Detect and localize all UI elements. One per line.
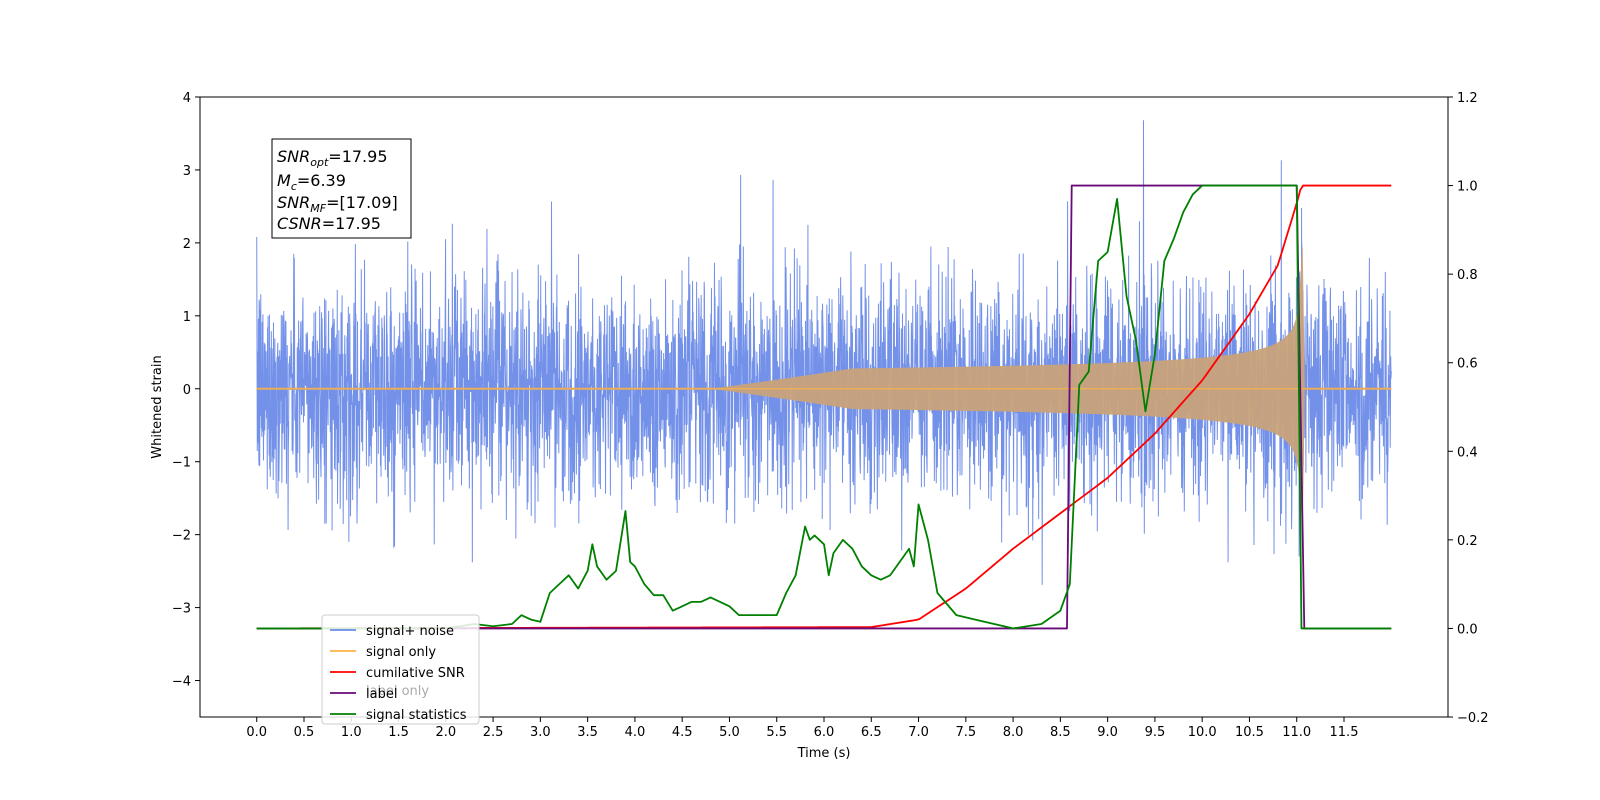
x-tick-label: 5.0 — [719, 725, 740, 740]
legend-ghost-label: label only — [366, 684, 429, 699]
y-tick-label: 4 — [183, 91, 191, 106]
y2-tick-label: 0.2 — [1457, 534, 1478, 549]
x-tick-label: 4.0 — [625, 725, 646, 740]
y2-tick-label: 0.8 — [1457, 268, 1478, 283]
x-axis-label: Time (s) — [797, 746, 851, 761]
y-tick-label: 1 — [183, 310, 191, 325]
x-tick-label: 2.0 — [435, 725, 456, 740]
y-tick-label: −4 — [172, 675, 191, 690]
legend-entry-label: signal only — [366, 645, 436, 660]
y2-tick-label: 0.0 — [1457, 622, 1478, 637]
x-tick-label: 10.5 — [1235, 725, 1264, 740]
x-tick-label: 1.5 — [388, 725, 409, 740]
x-tick-label: 2.5 — [483, 725, 504, 740]
x-tick-label: 6.5 — [861, 725, 882, 740]
legend-items: signal+ noise signal only cumilative SNR la… — [330, 624, 467, 723]
y2-tick-label: −0.2 — [1457, 711, 1489, 726]
x-tick-label: 10.0 — [1188, 725, 1217, 740]
stats-csnr: CSNR=17.95 — [277, 214, 381, 233]
legend-frame — [321, 614, 480, 725]
x-tick-label: 3.5 — [577, 725, 598, 740]
x-tick-label: 7.0 — [908, 725, 929, 740]
x-tick-label: 0.0 — [246, 725, 267, 740]
y2-tick-label: 1.0 — [1457, 180, 1478, 195]
x-tick-label: 1.0 — [341, 725, 362, 740]
x-tick-label: 3.0 — [530, 725, 551, 740]
y2-tick-label: 0.6 — [1457, 357, 1478, 372]
legend: label only signal+ noise signal only cumil… — [321, 614, 480, 725]
x-tick-label: 11.0 — [1282, 725, 1311, 740]
stats-chirp-mass: Mc=6.39 — [277, 171, 346, 193]
x-tick-label: 0.5 — [294, 725, 315, 740]
y-tick-label: −2 — [172, 529, 191, 544]
y-tick-label: −3 — [172, 602, 191, 617]
y-tick-label: 0 — [183, 383, 191, 398]
x-tick-label: 11.5 — [1330, 725, 1359, 740]
x-tick-label: 5.5 — [766, 725, 787, 740]
x-tick-label: 9.0 — [1097, 725, 1118, 740]
stats-box: SNRopt=17.95 Mc=6.39 SNRMF=[17.09] CSNR=… — [271, 138, 412, 239]
y-axis-left: 4 3 2 1 0 −1 −2 −3 −4 — [172, 91, 200, 690]
x-tick-label: 4.5 — [672, 725, 693, 740]
stats-snr-mf: SNRMF=[17.09] — [277, 193, 398, 215]
x-tick-label: 6.0 — [814, 725, 835, 740]
y-tick-label: −1 — [172, 456, 191, 471]
y-tick-label: 2 — [183, 237, 191, 252]
x-tick-label: 9.5 — [1145, 725, 1166, 740]
stats-box-frame — [271, 138, 412, 239]
x-tick-label: 7.5 — [955, 725, 976, 740]
y2-tick-label: 0.4 — [1457, 445, 1478, 460]
stats-snr-opt: SNRopt=17.95 — [277, 147, 388, 169]
x-tick-label: 8.5 — [1050, 725, 1071, 740]
legend-entry-label: signal statistics — [366, 708, 467, 723]
legend-entry-label: label — [366, 687, 397, 702]
series-signal-statistics — [256, 184, 1392, 630]
y-axis-label: Whitened strain — [150, 355, 165, 458]
legend-entry-label: cumilative SNR — [366, 666, 465, 681]
x-axis: 0.0 0.5 1.0 1.5 2.0 2.5 3.0 3.5 4.0 4.5 5.0 5.5 6.0 6… — [246, 717, 1358, 740]
legend-entry-label: signal+ noise — [366, 624, 454, 639]
y-axis-right: 1.2 1.0 0.8 0.6 0.4 0.2 0.0 −0.2 — [1448, 91, 1489, 726]
y-tick-label: 3 — [183, 164, 191, 179]
y2-tick-label: 1.2 — [1457, 91, 1478, 106]
x-tick-label: 8.0 — [1003, 725, 1024, 740]
